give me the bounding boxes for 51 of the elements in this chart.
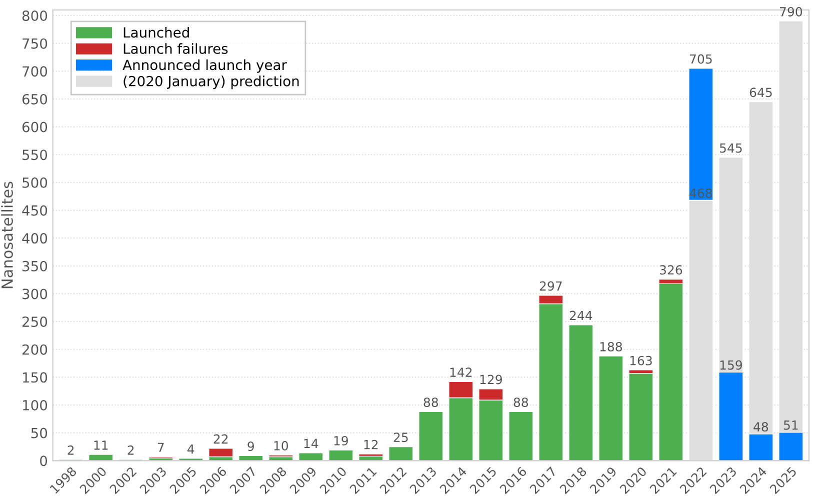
total-label: 14 <box>304 438 318 448</box>
total-label: 10 <box>274 440 288 450</box>
total-label: 297 <box>540 281 562 291</box>
y-axis-title: Nanosatellites <box>1 182 13 288</box>
total-label: 7 <box>158 442 164 452</box>
y-tick-label: 650 <box>22 94 48 104</box>
total-label: 705 <box>690 54 712 64</box>
total-label: 790 <box>780 6 802 16</box>
y-tick-label: 300 <box>22 288 48 300</box>
total-label: 19 <box>334 436 348 446</box>
total-label: 645 <box>750 88 772 98</box>
y-tick-label: 550 <box>22 150 48 160</box>
data-label: 48 <box>754 422 768 432</box>
y-tick-label: 800 <box>22 10 48 21</box>
y-tick-label: 450 <box>22 205 48 216</box>
data-label: 159 <box>720 360 742 370</box>
total-label: 11 <box>94 440 108 450</box>
y-tick-label: 400 <box>22 233 48 244</box>
total-label: 88 <box>424 398 438 408</box>
total-label: 129 <box>480 374 502 384</box>
legend-label: (2020 January) prediction <box>124 76 299 90</box>
legend-label: Launch failures <box>124 43 228 54</box>
data-label: 51 <box>784 420 798 430</box>
total-label: 12 <box>364 440 378 450</box>
y-tick-label: 150 <box>23 372 48 383</box>
y-tick-label: 500 <box>22 177 48 188</box>
y-tick-label: 750 <box>22 38 48 49</box>
total-label: 545 <box>720 143 742 153</box>
total-label: 2 <box>68 445 74 455</box>
y-tick-label: 350 <box>22 260 48 272</box>
legend-label: Launched <box>124 26 189 38</box>
y-tick-label: 700 <box>22 66 48 77</box>
total-label: 244 <box>570 310 592 320</box>
total-label: 188 <box>600 342 622 352</box>
data-label: 468 <box>690 188 712 198</box>
total-label: 2 <box>128 445 134 455</box>
total-label: 163 <box>630 356 652 366</box>
total-label: 4 <box>187 444 194 454</box>
y-tick-label: 0 <box>40 456 48 466</box>
y-tick-label: 200 <box>22 344 48 355</box>
total-label: 326 <box>660 265 682 275</box>
total-label: 25 <box>394 432 408 442</box>
total-label: 88 <box>514 398 528 408</box>
y-tick-label: 250 <box>22 316 48 328</box>
y-tick-label: 100 <box>23 400 48 410</box>
y-tick-label: 600 <box>22 122 48 132</box>
total-label: 142 <box>450 368 472 377</box>
legend-label: Announced launch year <box>122 59 287 73</box>
total-label: 22 <box>214 434 228 444</box>
y-tick-label: 50 <box>31 428 48 438</box>
total-label: 9 <box>248 442 254 451</box>
